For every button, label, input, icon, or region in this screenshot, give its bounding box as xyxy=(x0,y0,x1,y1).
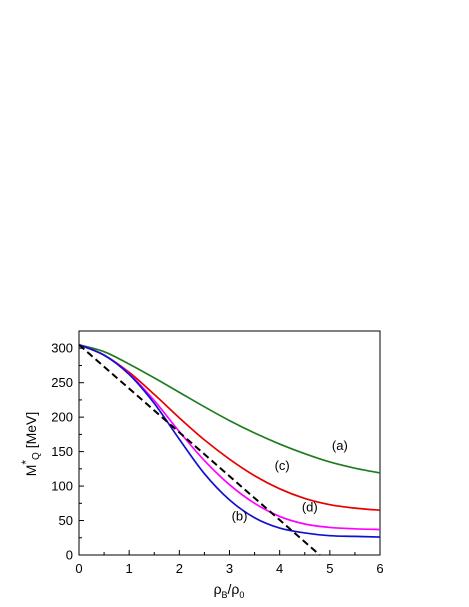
y-tick-label: 250 xyxy=(51,375,73,390)
y-tick-label: 0 xyxy=(66,548,73,563)
x-tick-label: 3 xyxy=(226,561,233,576)
y-axis-label: M*Q [MeV] xyxy=(19,412,42,477)
x-tick-label: 4 xyxy=(276,561,283,576)
y-tick-label: 50 xyxy=(59,513,73,528)
x-axis: 0 1 2 3 4 5 6 xyxy=(75,550,384,576)
x-tick-label: 2 xyxy=(176,561,183,576)
curve-labels: (a) (c) (d) (b) xyxy=(232,438,348,523)
y-tick-label: 300 xyxy=(51,341,73,356)
x-tick-label: 5 xyxy=(326,561,333,576)
y-tick-label: 200 xyxy=(51,410,73,425)
curve-label: (c) xyxy=(275,458,290,473)
series-line-4 xyxy=(78,343,381,538)
curve-label: (b) xyxy=(232,509,248,524)
curve-label: (a) xyxy=(332,438,348,453)
y-tick-label: 100 xyxy=(51,479,73,494)
x-axis-label: ρB/ρ0 xyxy=(214,581,245,600)
series-line-2 xyxy=(78,343,381,512)
curve-label: (d) xyxy=(302,500,318,515)
series-line-3 xyxy=(78,343,381,531)
y-axis: 0 50 100 150 200 250 300 xyxy=(51,341,84,563)
y-tick-label: 150 xyxy=(51,444,73,459)
x-tick-label: 0 xyxy=(75,561,82,576)
x-tick-label: 6 xyxy=(376,561,383,576)
x-tick-label: 1 xyxy=(126,561,133,576)
dashed-reference-line xyxy=(78,344,321,556)
series-line-1 xyxy=(78,343,381,474)
curves-layer xyxy=(78,343,381,556)
